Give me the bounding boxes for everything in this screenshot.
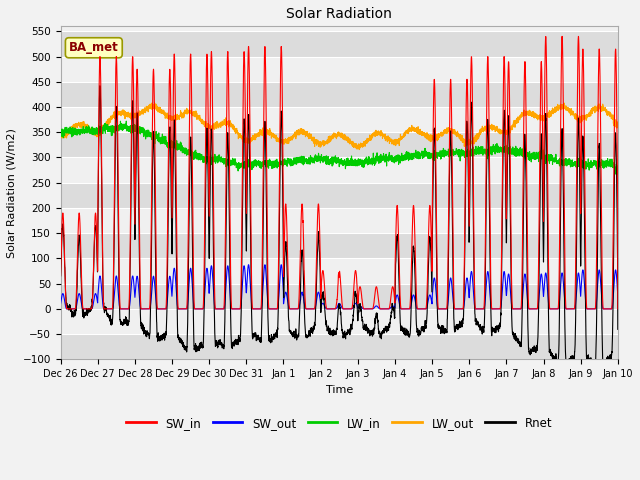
Rnet <box>157 334 164 340</box>
Y-axis label: Solar Radiation (W/m2): Solar Radiation (W/m2) <box>7 128 17 258</box>
Bar <box>61 309 618 334</box>
SW_in <box>63 306 71 312</box>
LW_out <box>496 131 504 136</box>
Rnet <box>57 273 65 279</box>
Line: LW_in: LW_in <box>61 121 618 175</box>
Rnet <box>600 365 607 371</box>
SW_in <box>433 283 441 288</box>
Bar <box>61 208 618 233</box>
SW_out <box>157 306 164 312</box>
Bar <box>61 57 618 82</box>
Line: LW_out: LW_out <box>61 103 618 150</box>
LW_in <box>122 118 130 124</box>
SW_out <box>63 306 71 312</box>
Rnet <box>496 324 504 330</box>
SW_out <box>614 306 621 312</box>
LW_out <box>465 140 472 146</box>
Bar <box>61 157 618 183</box>
Line: SW_in: SW_in <box>61 36 618 309</box>
LW_out <box>614 124 621 130</box>
Bar <box>61 132 618 157</box>
LW_out <box>614 121 621 127</box>
SW_out <box>614 284 621 290</box>
SW_in <box>157 306 164 312</box>
SW_out <box>434 304 442 310</box>
Bar <box>61 183 618 208</box>
LW_in <box>57 128 65 133</box>
Line: Rnet: Rnet <box>61 86 618 368</box>
SW_out <box>465 284 472 289</box>
SW_out <box>319 300 326 306</box>
LW_in <box>464 153 472 158</box>
Rnet <box>96 83 104 89</box>
Line: SW_out: SW_out <box>61 264 618 309</box>
LW_out <box>157 110 164 116</box>
Bar <box>61 82 618 107</box>
SW_in <box>614 306 621 312</box>
SW_in <box>614 161 621 167</box>
Title: Solar Radiation: Solar Radiation <box>286 7 392 21</box>
SW_in <box>319 269 326 275</box>
X-axis label: Time: Time <box>326 384 353 395</box>
Text: BA_met: BA_met <box>69 41 118 54</box>
LW_out <box>319 140 326 146</box>
SW_in <box>496 306 504 312</box>
LW_in <box>613 169 621 175</box>
Rnet <box>319 290 326 296</box>
Rnet <box>614 326 621 332</box>
LW_in <box>433 154 441 159</box>
SW_out <box>496 306 504 312</box>
LW_out <box>355 147 363 153</box>
Bar <box>61 233 618 258</box>
LW_in <box>157 137 164 143</box>
LW_in <box>614 172 621 178</box>
Bar <box>61 258 618 284</box>
Rnet <box>614 228 621 233</box>
LW_in <box>496 149 504 155</box>
LW_in <box>319 157 326 163</box>
Rnet <box>464 165 472 171</box>
LW_out <box>150 100 158 106</box>
SW_out <box>244 262 252 267</box>
Bar <box>61 284 618 309</box>
Bar <box>61 107 618 132</box>
SW_in <box>57 273 65 278</box>
Bar <box>61 31 618 57</box>
SW_out <box>57 300 65 306</box>
SW_in <box>558 34 566 39</box>
LW_out <box>57 132 65 138</box>
LW_out <box>434 138 442 144</box>
Bar <box>61 334 618 360</box>
Rnet <box>433 306 441 312</box>
SW_in <box>464 129 472 134</box>
Legend: SW_in, SW_out, LW_in, LW_out, Rnet: SW_in, SW_out, LW_in, LW_out, Rnet <box>122 412 557 434</box>
